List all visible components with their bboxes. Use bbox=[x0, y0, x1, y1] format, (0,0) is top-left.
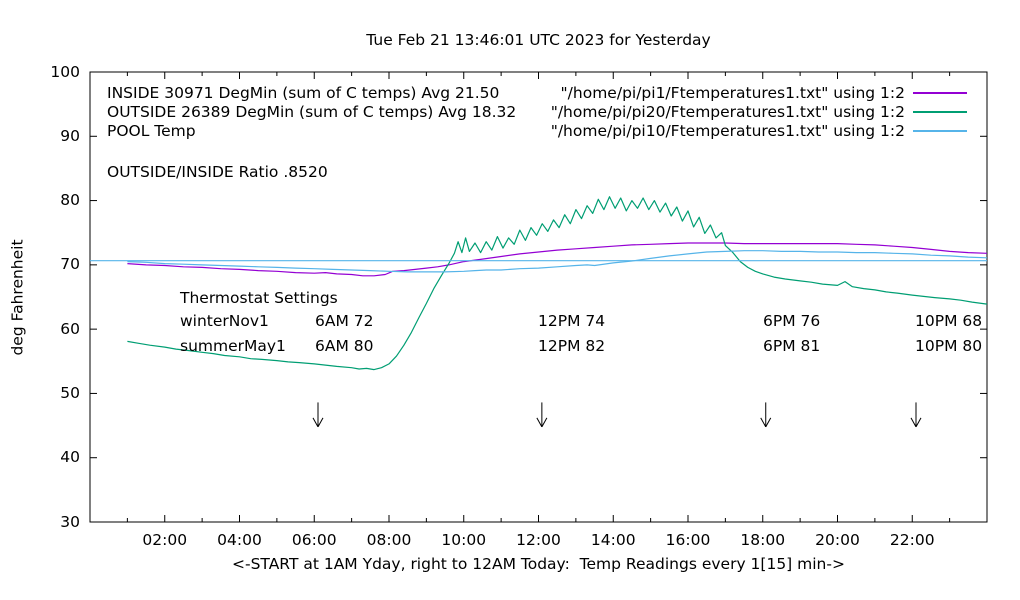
legend-file-outside: "/home/pi/pi20/Ftemperatures1.txt" using… bbox=[550, 103, 905, 121]
x-tick-label: 12:00 bbox=[516, 531, 561, 549]
legend-file-pool: "/home/pi/pi10/Ftemperatures1.txt" using… bbox=[550, 122, 905, 140]
thermostat-summer-12pm: 12PM 82 bbox=[538, 337, 606, 355]
x-tick-label: 06:00 bbox=[291, 531, 337, 549]
legend-swatch-pool bbox=[913, 130, 967, 132]
y-tick-label: 70 bbox=[60, 255, 80, 274]
thermostat-winter-12pm: 12PM 74 bbox=[538, 312, 606, 330]
x-tick-label: 14:00 bbox=[590, 531, 636, 549]
x-tick-label: 20:00 bbox=[815, 531, 860, 549]
legend-swatch-outside bbox=[913, 111, 967, 113]
series-outside-line bbox=[127, 196, 988, 371]
thermostat-heading: Thermostat Settings bbox=[180, 289, 338, 307]
x-tick-label: 18:00 bbox=[740, 531, 786, 549]
legend-row-inside: INSIDE 30971 DegMin (sum of C temps) Avg… bbox=[0, 84, 1020, 103]
x-tick-label: 08:00 bbox=[366, 531, 412, 549]
x-tick-label: 02:00 bbox=[142, 531, 188, 549]
y-tick-label: 60 bbox=[60, 319, 80, 338]
down-arrow-head bbox=[317, 417, 324, 428]
thermostat-summer-season: summerMay1 bbox=[180, 337, 286, 355]
outside-inside-ratio: OUTSIDE/INSIDE Ratio .8520 bbox=[107, 163, 328, 181]
chart-title: Tue Feb 21 13:46:01 UTC 2023 for Yesterd… bbox=[366, 31, 711, 49]
x-tick-label: 04:00 bbox=[217, 531, 262, 549]
legend-label-pool: POOL Temp bbox=[107, 122, 196, 140]
y-tick-label: 40 bbox=[60, 448, 80, 467]
legend-row-pool: POOL Temp "/home/pi/pi10/Ftemperatures1.… bbox=[0, 122, 1020, 141]
down-arrow-head bbox=[536, 417, 543, 428]
x-tick-label: 22:00 bbox=[889, 531, 935, 549]
thermostat-summer-6pm: 6PM 81 bbox=[763, 337, 821, 355]
y-axis-label: deg Fahrenheit bbox=[8, 239, 27, 356]
legend-swatch-inside bbox=[913, 92, 967, 94]
down-arrow-head bbox=[541, 417, 548, 428]
thermostat-summer-10pm: 10PM 80 bbox=[915, 337, 983, 355]
legend-row-outside: OUTSIDE 26389 DegMin (sum of C temps) Av… bbox=[0, 103, 1020, 122]
y-tick-label: 100 bbox=[50, 62, 80, 81]
legend-label-inside: INSIDE 30971 DegMin (sum of C temps) Avg… bbox=[107, 84, 500, 102]
thermostat-winter-season: winterNov1 bbox=[180, 312, 269, 330]
x-tick-label: 16:00 bbox=[665, 531, 711, 549]
series-inside-line bbox=[127, 242, 988, 277]
y-tick-label: 50 bbox=[60, 383, 80, 402]
legend-file-inside: "/home/pi/pi1/Ftemperatures1.txt" using … bbox=[560, 84, 905, 102]
y-tick-label: 30 bbox=[60, 512, 80, 531]
down-arrow-head bbox=[760, 417, 767, 428]
down-arrow-head bbox=[312, 417, 319, 428]
series-pool-line bbox=[127, 250, 988, 273]
down-arrow-head bbox=[910, 417, 917, 428]
thermostat-winter-10pm: 10PM 68 bbox=[915, 312, 983, 330]
y-tick-label: 90 bbox=[60, 126, 80, 145]
x-tick-label: 10:00 bbox=[441, 531, 487, 549]
down-arrow-head bbox=[915, 417, 922, 428]
y-tick-label: 80 bbox=[60, 191, 80, 210]
thermostat-winter-6am: 6AM 72 bbox=[315, 312, 374, 330]
x-axis-label: <-START at 1AM Yday, right to 12AM Today… bbox=[232, 555, 845, 573]
thermostat-winter-6pm: 6PM 76 bbox=[763, 312, 821, 330]
thermostat-summer-6am: 6AM 80 bbox=[315, 337, 374, 355]
down-arrow-head bbox=[765, 417, 772, 428]
legend-label-outside: OUTSIDE 26389 DegMin (sum of C temps) Av… bbox=[107, 103, 517, 121]
